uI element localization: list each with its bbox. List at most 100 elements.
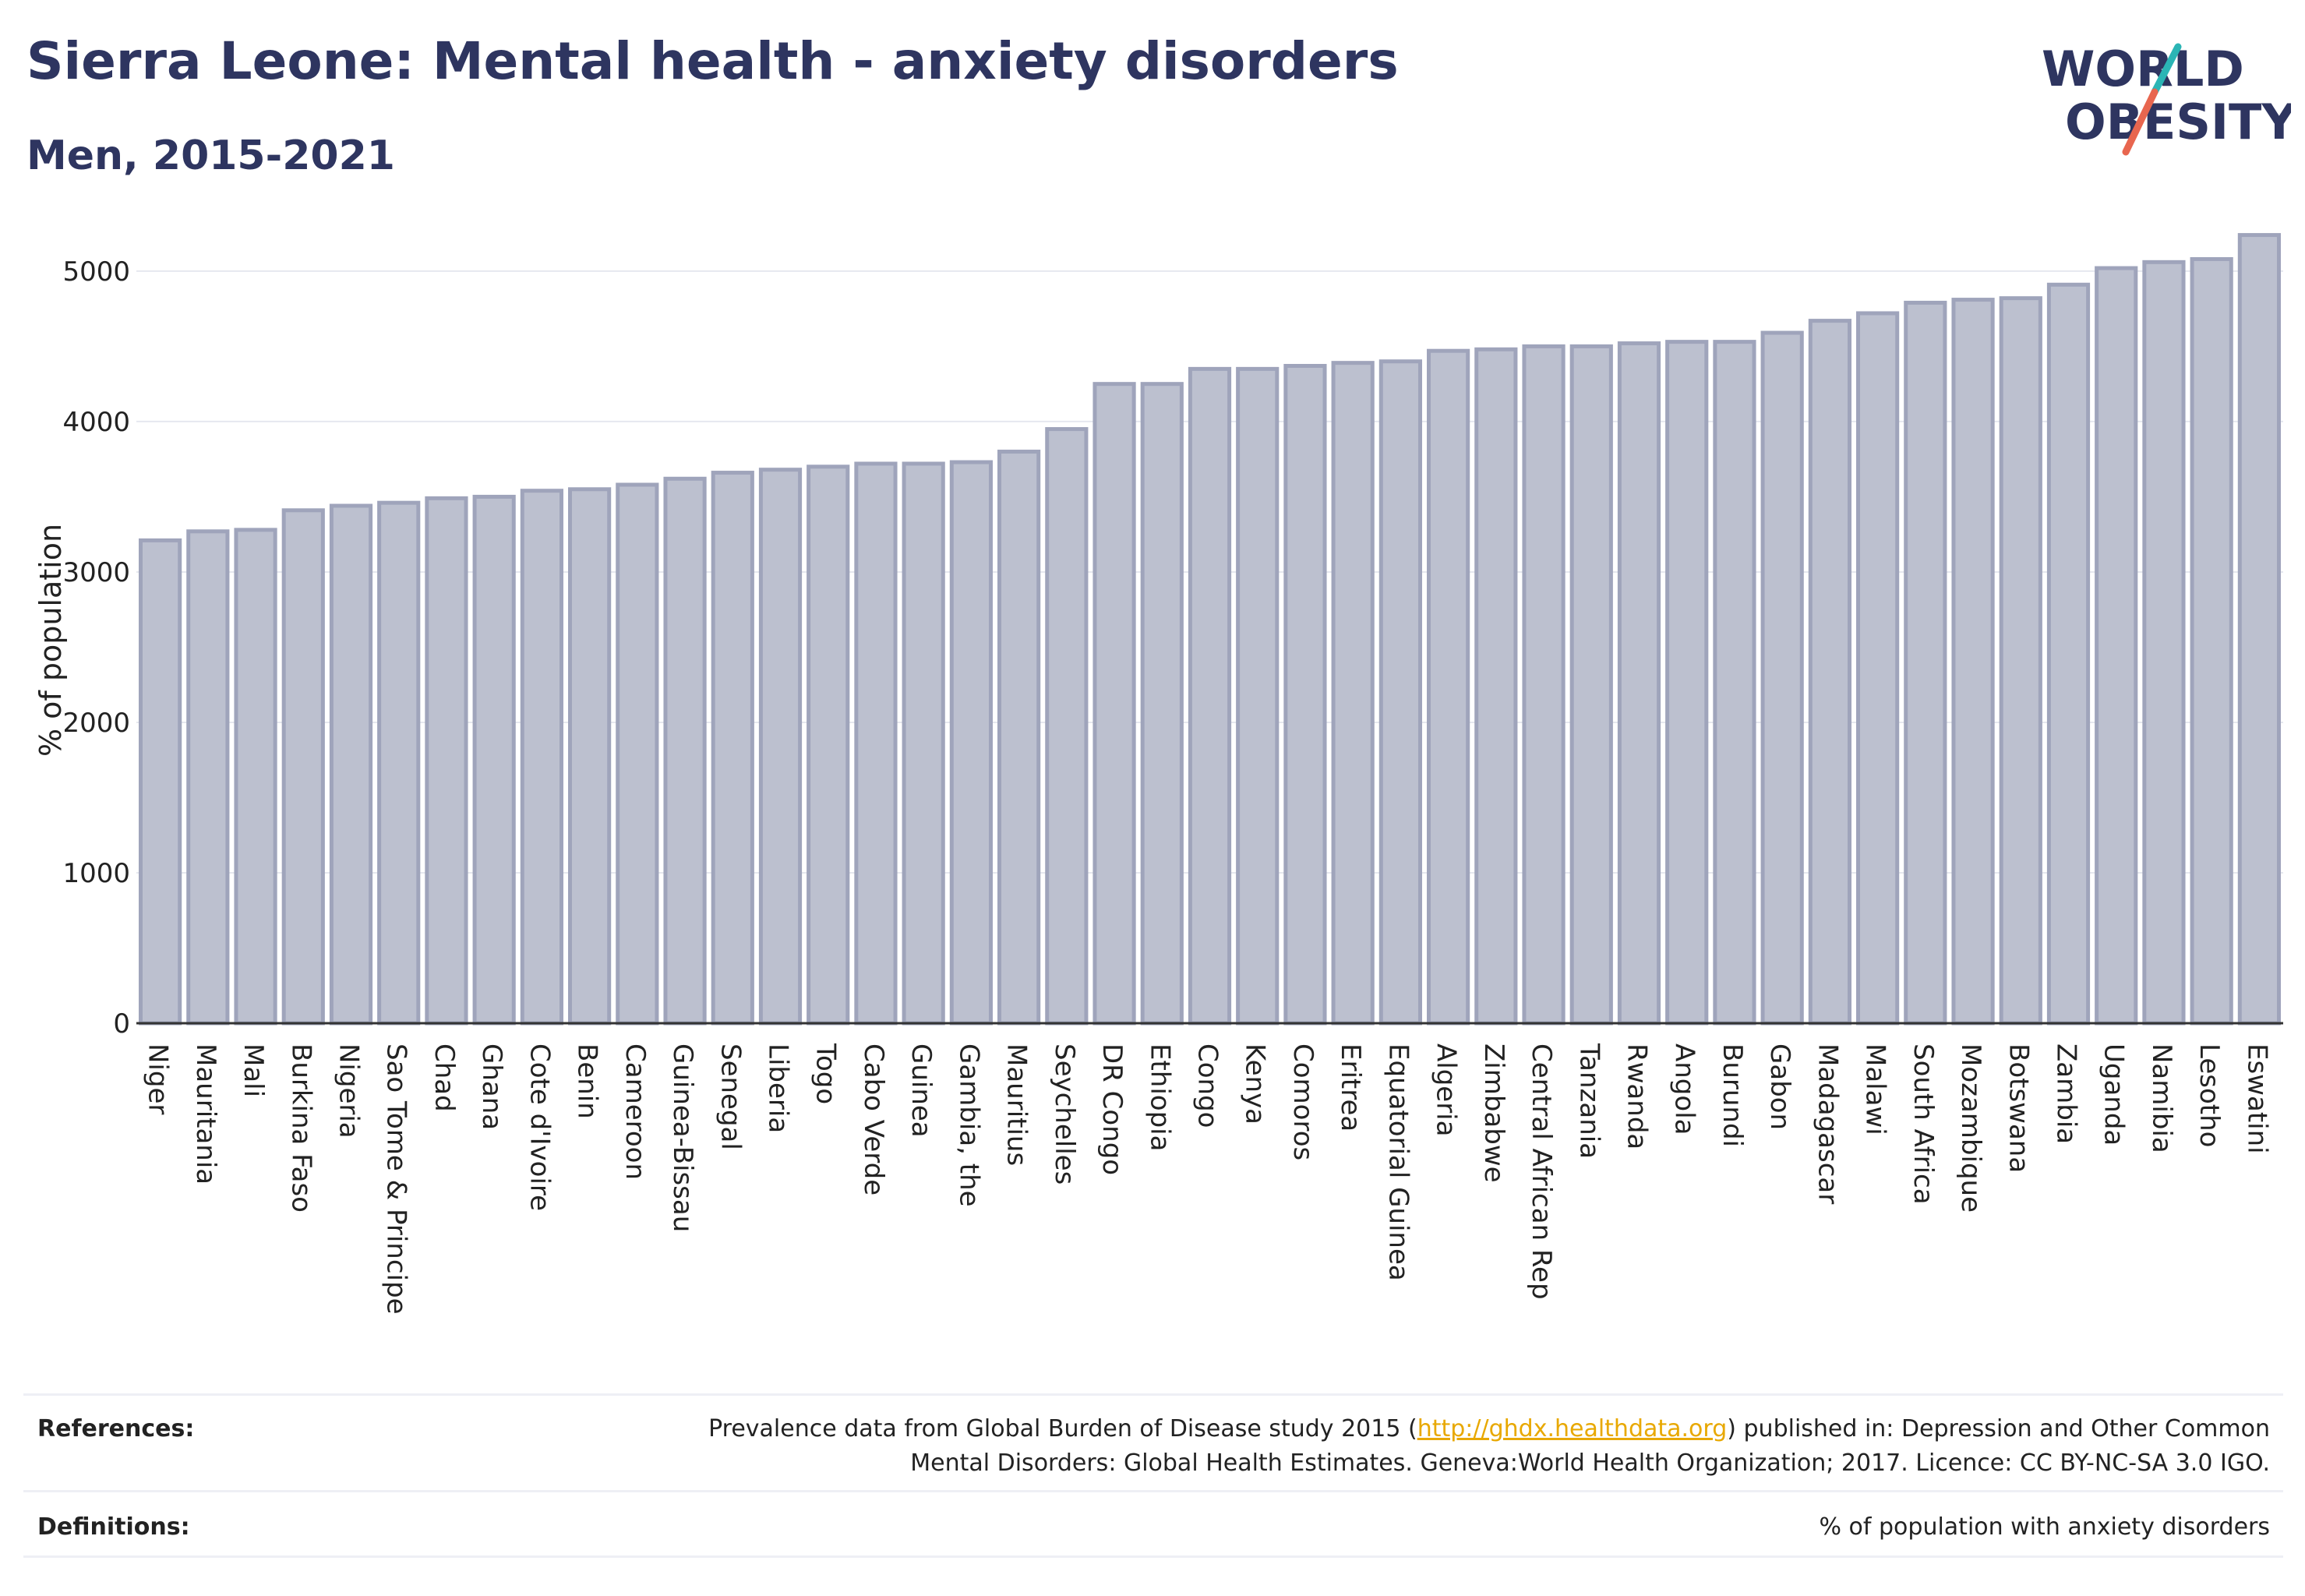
x-category-label: Liberia (763, 1043, 794, 1133)
x-category-label: Ethiopia (1144, 1043, 1175, 1151)
x-category-label: Gambia, the (953, 1043, 984, 1207)
bar[interactable] (2142, 260, 2186, 1026)
bar[interactable] (1236, 366, 1280, 1026)
x-category-label: Ghana (476, 1043, 507, 1130)
bar[interactable] (472, 494, 516, 1026)
logo-slash-top (2151, 43, 2182, 96)
x-category-label: DR Congo (1096, 1043, 1128, 1175)
bar[interactable] (1427, 348, 1470, 1026)
bar[interactable] (2190, 256, 2233, 1026)
x-category-label: Seychelles (1049, 1043, 1080, 1185)
x-category-label: Benin (572, 1043, 603, 1119)
y-tick-label: 2000 (62, 708, 130, 739)
x-category-label: Mozambique (1955, 1043, 1986, 1213)
bar[interactable] (186, 529, 230, 1026)
x-category-label: Algeria (1431, 1043, 1462, 1136)
x-category-label: Niger (143, 1043, 174, 1114)
x-category-label: Togo (810, 1043, 842, 1104)
x-category-label: Burkina Faso (285, 1043, 316, 1213)
x-axis-category-labels: Niger Mauritania Mali Burkina Faso Nigeria Sa… (143, 1043, 2273, 1315)
bar[interactable] (234, 528, 277, 1026)
x-category-label: Senegal (715, 1043, 746, 1150)
bar[interactable] (949, 460, 993, 1026)
y-tick-label: 4000 (62, 407, 130, 438)
x-category-label: Guinea-Bissau (667, 1043, 698, 1232)
world-obesity-logo: WORLD OBESITY (2042, 41, 2291, 156)
bar[interactable] (329, 503, 373, 1026)
x-category-label: Congo (1192, 1043, 1223, 1128)
bar[interactable] (1569, 344, 1613, 1026)
x-category-label: Central African Rep (1526, 1043, 1557, 1300)
bar[interactable] (1760, 330, 1804, 1026)
y-tick-label: 3000 (62, 557, 130, 588)
bar[interactable] (139, 538, 182, 1026)
bar[interactable] (1665, 340, 1709, 1026)
x-category-label: Mauritius (1001, 1043, 1032, 1166)
x-category-label: Cote d'Ivoire (524, 1043, 555, 1211)
bar[interactable] (1999, 296, 2042, 1026)
bar[interactable] (1522, 344, 1565, 1026)
x-category-label: Mali (238, 1043, 269, 1097)
bar[interactable] (1474, 347, 1518, 1026)
references-link[interactable]: http://ghdx.healthdata.org (1417, 1415, 1728, 1442)
x-category-label: Eritrea (1335, 1043, 1366, 1132)
references-text: Prevalence data from Global Burden of Di… (708, 1412, 2270, 1481)
bar[interactable] (377, 500, 421, 1026)
bar-chart: 0 1000 2000 3000 4000 5000 Niger Mauritania Mal… (34, 233, 2283, 1315)
y-tick-label: 1000 (62, 858, 130, 889)
y-axis-title: % of population (34, 524, 68, 757)
bar[interactable] (281, 508, 325, 1026)
x-category-label: Guinea (905, 1043, 937, 1138)
x-category-label: Kenya (1240, 1043, 1271, 1125)
x-category-label: Namibia (2146, 1043, 2177, 1153)
bar[interactable] (997, 450, 1041, 1026)
definitions-divider (23, 1490, 2283, 1492)
bar[interactable] (1283, 364, 1327, 1026)
x-category-label: Cameroon (619, 1043, 651, 1180)
bar[interactable] (1092, 382, 1136, 1026)
bar[interactable] (1617, 341, 1661, 1026)
bar[interactable] (2237, 233, 2281, 1026)
x-category-label: Equatorial Guinea (1382, 1043, 1414, 1281)
logo-text-world: WORLD (2042, 41, 2244, 97)
x-category-label: Madagascar (1812, 1043, 1843, 1204)
x-category-label: Cabo Verde (858, 1043, 889, 1195)
x-category-label: Mauritania (190, 1043, 221, 1185)
bar[interactable] (1904, 300, 1947, 1026)
bar[interactable] (758, 468, 803, 1026)
bar[interactable] (1856, 311, 1900, 1026)
x-category-label: Angola (1669, 1043, 1700, 1135)
chart-subtitle: Men, 2015-2021 (26, 132, 395, 179)
bar[interactable] (902, 461, 945, 1026)
x-category-label: Chad (429, 1043, 460, 1112)
bar[interactable] (568, 487, 612, 1026)
bar[interactable] (1140, 382, 1184, 1026)
bar[interactable] (854, 461, 898, 1026)
bar[interactable] (520, 489, 563, 1026)
bar[interactable] (1188, 366, 1232, 1026)
definitions-text: % of population with anxiety disorders (1819, 1513, 2270, 1541)
bottom-divider (23, 1555, 2283, 1558)
bar[interactable] (711, 471, 754, 1026)
logo-slash-bottom (2122, 88, 2159, 156)
references-top-divider (23, 1393, 2283, 1396)
bar[interactable] (1378, 359, 1422, 1026)
bar[interactable] (1045, 427, 1089, 1026)
y-tick-label: 5000 (62, 256, 130, 288)
bar[interactable] (425, 496, 468, 1026)
bar[interactable] (1951, 298, 1995, 1026)
bar[interactable] (663, 476, 707, 1026)
bar[interactable] (616, 482, 659, 1026)
x-category-label: Nigeria (334, 1043, 365, 1139)
bar[interactable] (1713, 340, 1756, 1026)
references-text-after: ) published in: Depression and Other Com… (1727, 1415, 2270, 1442)
chart-title: Sierra Leone: Mental health - anxiety di… (26, 31, 1399, 91)
y-axis-ticks: 0 1000 2000 3000 4000 5000 (62, 256, 130, 1040)
bar[interactable] (1808, 319, 1851, 1026)
bar[interactable] (2095, 266, 2138, 1026)
x-category-label: Sao Tome & Principe (381, 1043, 412, 1315)
bar[interactable] (2046, 282, 2091, 1026)
bar[interactable] (1331, 361, 1375, 1026)
y-tick-label: 0 (113, 1008, 130, 1040)
bar[interactable] (807, 464, 850, 1026)
